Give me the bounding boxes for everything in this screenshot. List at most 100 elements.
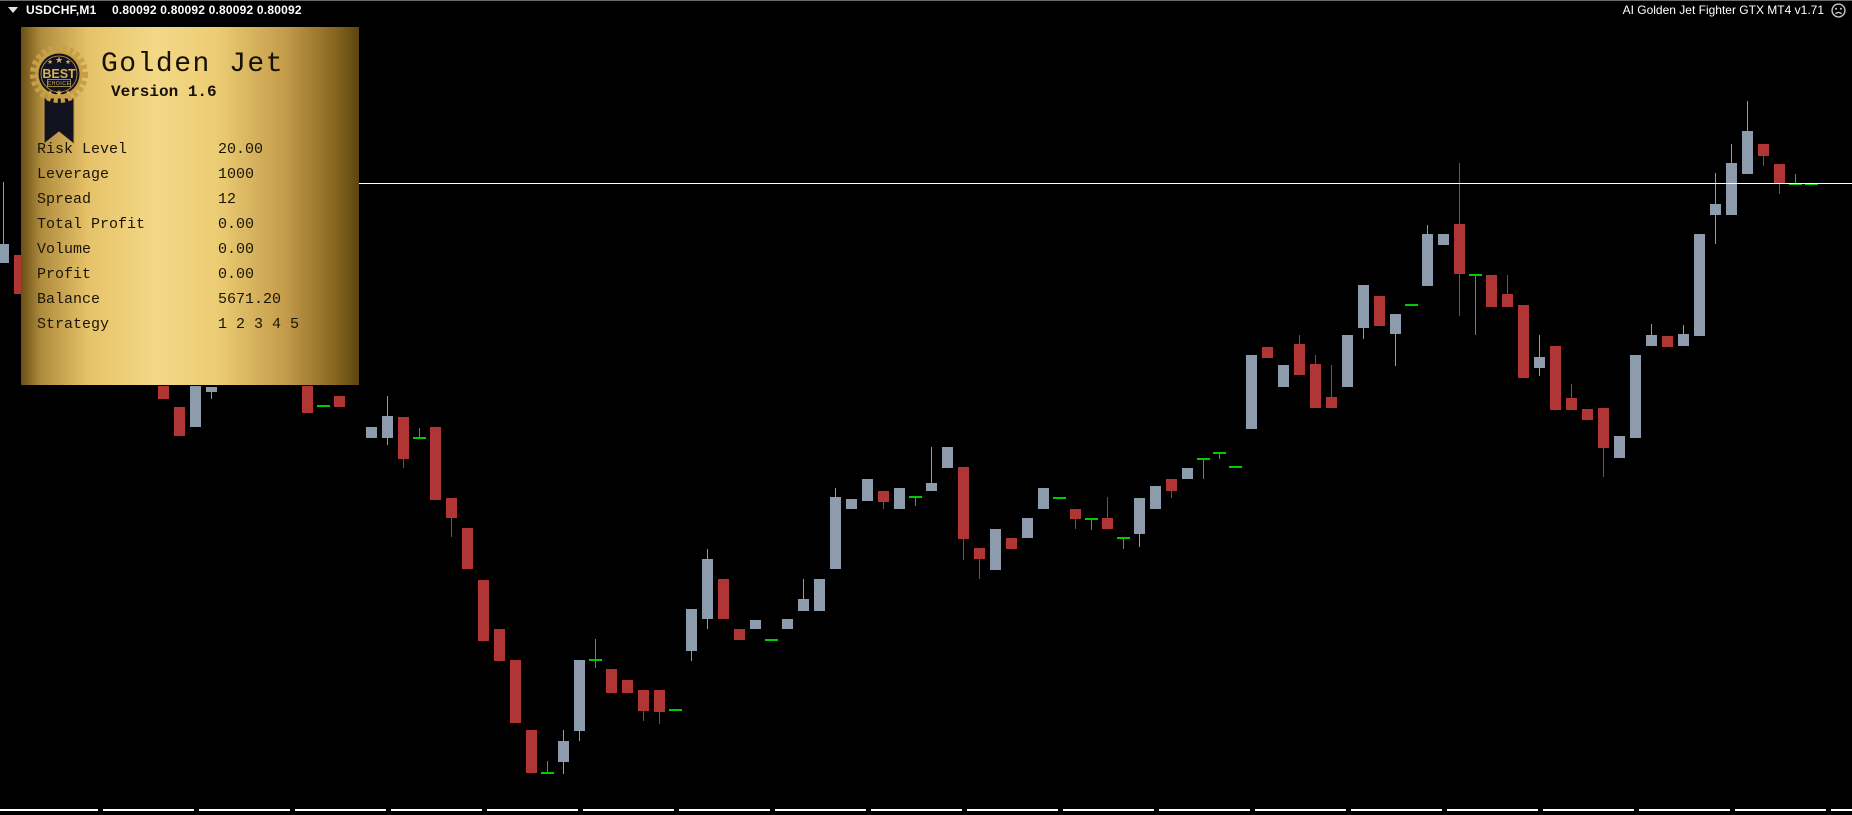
panel-row: Spread 12: [37, 187, 355, 212]
candle-up: [1149, 486, 1161, 509]
panel-row-label: Risk Level: [37, 141, 128, 158]
candle-up: [1277, 365, 1289, 387]
panel-row-label: Spread: [37, 191, 92, 208]
axis-tick-gap: [1442, 809, 1447, 811]
candle-down: [973, 548, 985, 559]
candle-wick: [930, 447, 932, 491]
panel-row-value: 1 2 3 4 5: [218, 316, 300, 333]
candle-up: [893, 488, 905, 509]
candle-down: [1581, 409, 1593, 420]
axis-tick-gap: [1346, 809, 1351, 811]
ea-name-label: AI Golden Jet Fighter GTX MT4 v1.71: [1622, 3, 1824, 17]
axis-tick-gap: [1826, 809, 1831, 811]
signal-marker-tail: [1218, 453, 1220, 459]
candle-up: [1181, 468, 1193, 479]
panel-row-value: 20.00: [218, 141, 264, 158]
panel-row-value: 0.00: [218, 241, 255, 258]
candle-down: [1757, 144, 1769, 156]
axis-tick-gap: [1154, 809, 1159, 811]
candle-down: [637, 690, 649, 711]
candle-down: [877, 491, 889, 502]
candle-up: [1613, 436, 1625, 458]
signal-marker-tail: [914, 497, 916, 506]
chart-area[interactable]: ★ ★ ★ BEST CHOICE ★ ★ ★ Golden Jet Versi…: [0, 19, 1852, 815]
candle-down: [429, 427, 441, 500]
candle-up: [573, 660, 585, 731]
signal-marker-dash: [1228, 466, 1242, 468]
candle-up: [365, 427, 377, 438]
candle-down: [1101, 518, 1113, 529]
candle-up: [941, 447, 953, 468]
axis-tick-gap: [1538, 809, 1543, 811]
panel-row-value: 0.00: [218, 266, 255, 283]
candle-down: [621, 680, 633, 693]
panel-row-label: Volume: [37, 241, 92, 258]
badge-star: ★: [55, 88, 63, 98]
candle-down: [461, 528, 473, 569]
signal-marker-dash: [412, 437, 426, 439]
signal-marker-dash: [1116, 537, 1130, 539]
candle-down: [957, 467, 969, 539]
candle-down: [1165, 479, 1177, 491]
axis-tick-gap: [866, 809, 871, 811]
signal-marker-tail: [1794, 174, 1796, 184]
chevron-down-icon[interactable]: [8, 7, 18, 13]
candle-up: [797, 599, 809, 611]
axis-tick-gap: [770, 809, 775, 811]
axis-tick-gap: [1058, 809, 1063, 811]
panel-row: Volume 0.00: [37, 237, 355, 262]
panel-row-label: Leverage: [37, 166, 110, 183]
candle-up: [1421, 234, 1433, 286]
candle-up: [1741, 131, 1753, 174]
candle-down: [493, 629, 505, 661]
signal-marker-dash: [1404, 304, 1418, 306]
candle-down: [733, 629, 745, 640]
signal-marker-dash: [1212, 452, 1226, 454]
candle-up: [1645, 335, 1657, 346]
candle-wick: [1394, 314, 1396, 366]
candle-wick: [210, 387, 212, 399]
sad-face-icon[interactable]: [1831, 3, 1846, 18]
axis-tick-gap: [290, 809, 295, 811]
panel-row: Total Profit 0.00: [37, 212, 355, 237]
signal-marker-dash: [316, 405, 330, 407]
axis-tick-gap: [1250, 809, 1255, 811]
candle-up: [1357, 285, 1369, 328]
candle-down: [1597, 408, 1609, 448]
axis-tick-gap: [962, 809, 967, 811]
candle-down: [1517, 305, 1529, 378]
candle-up: [189, 386, 201, 427]
badge-text-choice: CHOICE: [47, 81, 70, 87]
axis-tick-gap: [578, 809, 583, 811]
signal-marker-tail: [1474, 275, 1476, 335]
candle-up: [381, 416, 393, 438]
panel-row-label: Total Profit: [37, 216, 146, 233]
candle-up: [0, 244, 9, 263]
panel-row-value: 12: [218, 191, 237, 208]
badge-star: ★: [47, 89, 53, 97]
signal-marker-dash: [764, 639, 778, 641]
candle-wick: [1074, 509, 1076, 529]
candle-up: [989, 529, 1001, 570]
candle-down: [1661, 336, 1673, 347]
candle-down: [173, 407, 185, 436]
candle-down: [1373, 296, 1385, 326]
best-choice-badge: ★ ★ ★ BEST CHOICE ★ ★ ★: [30, 45, 88, 146]
symbol-timeframe-label: USDCHF,M1: [26, 3, 97, 17]
signal-marker-dash: [1084, 518, 1098, 520]
candle-up: [781, 619, 793, 629]
candle-down: [509, 660, 521, 723]
candle-down: [301, 386, 313, 413]
panel-row: Leverage 1000: [37, 162, 355, 187]
candle-wick: [1330, 365, 1332, 408]
candle-down: [653, 690, 665, 712]
panel-row-label: Profit: [37, 266, 92, 283]
panel-row-value: 0.00: [218, 216, 255, 233]
panel-title: Golden Jet: [101, 49, 285, 80]
golden-jet-panel: ★ ★ ★ BEST CHOICE ★ ★ ★ Golden Jet Versi…: [21, 27, 359, 385]
time-axis: [0, 809, 1852, 811]
signal-marker-dash: [908, 496, 922, 498]
signal-marker-dash: [1196, 458, 1210, 460]
candle-wick: [978, 548, 980, 579]
